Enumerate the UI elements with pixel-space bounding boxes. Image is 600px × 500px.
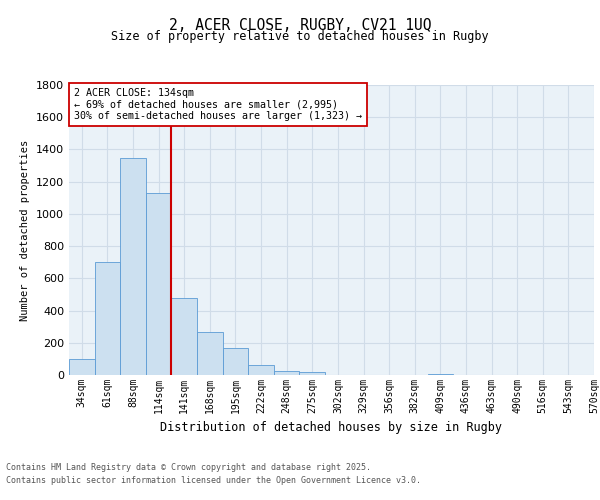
Bar	[248, 364, 274, 375]
Text: Contains HM Land Registry data © Crown copyright and database right 2025.: Contains HM Land Registry data © Crown c…	[6, 464, 371, 472]
Y-axis label: Number of detached properties: Number of detached properties	[20, 140, 31, 320]
Bar	[146, 193, 172, 375]
X-axis label: Distribution of detached houses by size in Rugby: Distribution of detached houses by size …	[161, 422, 503, 434]
Bar	[223, 348, 248, 375]
Bar	[428, 374, 453, 375]
Bar	[95, 262, 120, 375]
Bar	[299, 372, 325, 375]
Text: 2 ACER CLOSE: 134sqm
← 69% of detached houses are smaller (2,995)
30% of semi-de: 2 ACER CLOSE: 134sqm ← 69% of detached h…	[74, 88, 362, 121]
Bar	[197, 332, 223, 375]
Text: Contains public sector information licensed under the Open Government Licence v3: Contains public sector information licen…	[6, 476, 421, 485]
Bar	[120, 158, 146, 375]
Text: 2, ACER CLOSE, RUGBY, CV21 1UQ: 2, ACER CLOSE, RUGBY, CV21 1UQ	[169, 18, 431, 32]
Bar	[172, 298, 197, 375]
Bar	[69, 359, 95, 375]
Text: Size of property relative to detached houses in Rugby: Size of property relative to detached ho…	[111, 30, 489, 43]
Bar	[274, 371, 299, 375]
